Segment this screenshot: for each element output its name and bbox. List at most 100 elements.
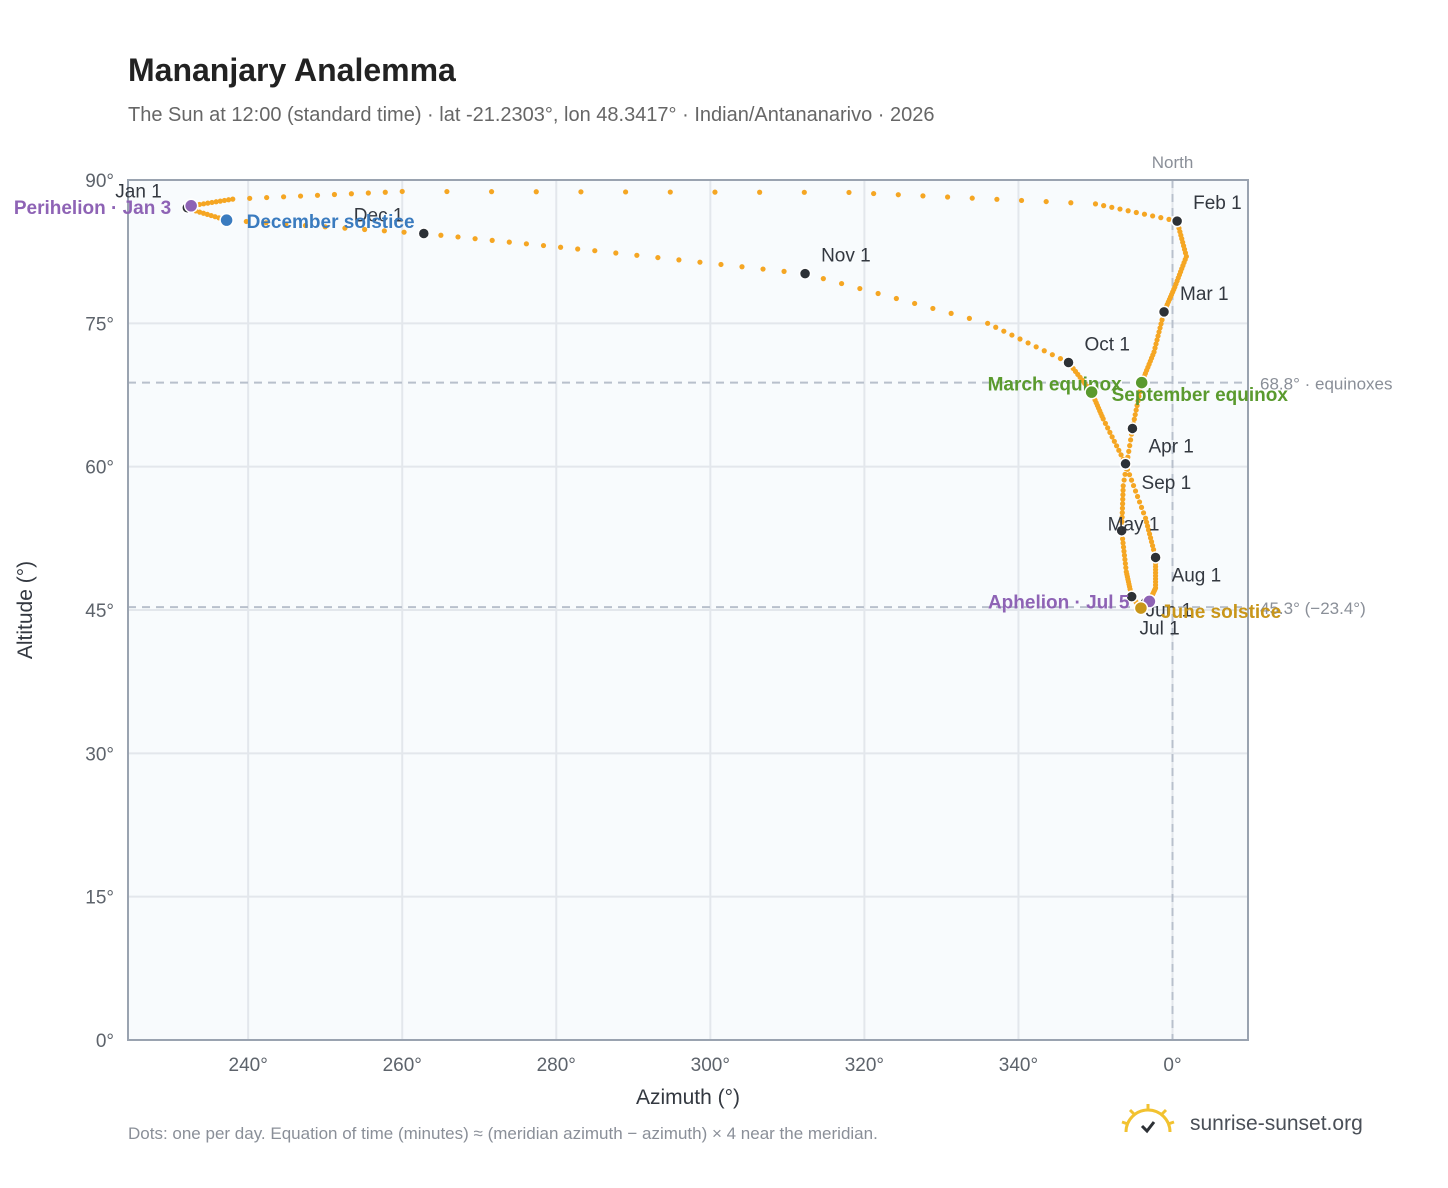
event-label: June solstice (1161, 602, 1281, 623)
daily-sun-dot (225, 197, 232, 203)
daily-sun-dot (1136, 499, 1143, 505)
daily-sun-dot (697, 259, 703, 265)
footnote: Dots: one per day. Equation of time (min… (128, 1124, 878, 1143)
daily-sun-dot (221, 197, 228, 204)
daily-sun-dot (1113, 443, 1120, 449)
x-tick-label: 340° (999, 1055, 1038, 1076)
month-marker (1115, 524, 1128, 537)
daily-sun-dot (592, 248, 598, 254)
daily-sun-dot (401, 229, 407, 235)
event-label: Aphelion · Jul 5 (988, 592, 1130, 613)
month-label: Jul 1 (1140, 618, 1180, 639)
daily-sun-dot (1119, 514, 1125, 520)
daily-sun-dot (1120, 496, 1126, 502)
daily-sun-dot (1118, 452, 1124, 458)
daily-sun-dot (1120, 483, 1126, 489)
daily-sun-dot (1120, 487, 1126, 493)
north-label: North (1152, 153, 1194, 172)
daily-sun-dot (264, 194, 270, 201)
x-tick-label: 240° (229, 1055, 268, 1076)
daily-sun-dot (994, 196, 1000, 202)
daily-sun-dot (966, 315, 972, 321)
y-tick-label: 0° (96, 1031, 114, 1052)
daily-sun-dot (1134, 402, 1140, 409)
month-label: Mar 1 (1180, 284, 1229, 305)
daily-sun-dot (846, 189, 852, 196)
event-marker (1084, 384, 1099, 400)
daily-sun-dot (1144, 523, 1151, 529)
daily-sun-dot (1148, 539, 1155, 545)
daily-sun-dot (1135, 398, 1141, 404)
daily-sun-dot (985, 320, 991, 326)
daily-sun-dot (1142, 515, 1149, 521)
daily-sun-dot (230, 196, 236, 202)
daily-sun-dot (944, 194, 951, 200)
daily-sun-dot (1043, 198, 1049, 205)
x-tick-label: 280° (537, 1055, 576, 1076)
daily-sun-dot (871, 190, 877, 197)
daily-sun-dot (634, 252, 640, 258)
y-axis-title: Altitude (°) (14, 561, 37, 659)
daily-sun-dot (1152, 345, 1158, 351)
daily-sun-dot (1119, 505, 1126, 511)
daily-sun-dot (1133, 407, 1139, 413)
daily-sun-dot (1150, 213, 1156, 219)
daily-sun-dot (1121, 548, 1127, 554)
daily-sun-dot (1126, 448, 1132, 454)
daily-sun-dot (757, 189, 763, 195)
daily-sun-dot (1153, 341, 1159, 347)
daily-sun-dot (1101, 203, 1107, 209)
brand-logo[interactable]: sunrise-sunset.org (1120, 1100, 1400, 1148)
daily-sun-dot (1158, 321, 1164, 327)
daily-sun-dot (1033, 344, 1039, 350)
daily-sun-dot (1119, 519, 1125, 525)
altitude-reference-label: 68.8° · equinoxes (1260, 375, 1393, 394)
month-label: Jun 1 (1146, 601, 1192, 622)
daily-sun-dot (739, 264, 745, 270)
altitude-reference-label: 45.3° (−23.4°) (1260, 599, 1366, 618)
daily-sun-dot (455, 234, 461, 240)
daily-sun-dot (575, 246, 581, 252)
daily-sun-dot (1117, 206, 1123, 212)
daily-sun-dot (1057, 355, 1064, 362)
daily-sun-dot (1119, 536, 1126, 542)
daily-sun-dot (1041, 348, 1047, 354)
daily-sun-dot (1116, 447, 1122, 453)
daily-sun-dot (472, 236, 478, 242)
daily-sun-dot (1119, 501, 1126, 507)
daily-sun-dot (1140, 510, 1147, 516)
daily-sun-dot (613, 250, 619, 256)
daily-sun-dot (623, 189, 629, 195)
daily-sun-dot (1111, 438, 1117, 444)
month-marker (798, 267, 812, 280)
daily-sun-dot (1131, 416, 1137, 422)
daily-sun-dot (1120, 540, 1126, 546)
daily-sun-dot (399, 188, 405, 195)
daily-sun-dot (993, 324, 999, 330)
daily-sun-dot (263, 220, 269, 226)
y-tick-label: 45° (85, 601, 114, 622)
daily-sun-dot (1128, 437, 1134, 443)
daily-sun-dot (1156, 329, 1162, 335)
daily-sun-dot (912, 300, 918, 307)
x-axis-title: Azimuth (°) (636, 1086, 740, 1109)
daily-sun-dot (1145, 527, 1152, 533)
daily-sun-dot (1147, 535, 1154, 541)
daily-sun-dot (1157, 325, 1163, 331)
daily-sun-dot (1141, 211, 1148, 217)
daily-sun-dot (331, 191, 338, 198)
daily-sun-dot (314, 192, 321, 198)
daily-sun-dot (283, 221, 289, 227)
daily-sun-dot (523, 241, 529, 247)
daily-sun-dot (247, 195, 253, 201)
daily-sun-dot (280, 194, 287, 200)
event-label: September equinox (1112, 385, 1289, 406)
daily-sun-dot (205, 200, 211, 206)
daily-sun-dot (348, 191, 354, 197)
daily-sun-dot (1120, 544, 1127, 550)
daily-sun-dot (342, 225, 348, 231)
daily-sun-dot (1158, 215, 1164, 221)
daily-sun-dot (1132, 488, 1139, 494)
daily-sun-dot (1155, 333, 1161, 339)
month-label: Aug 1 (1172, 565, 1222, 586)
